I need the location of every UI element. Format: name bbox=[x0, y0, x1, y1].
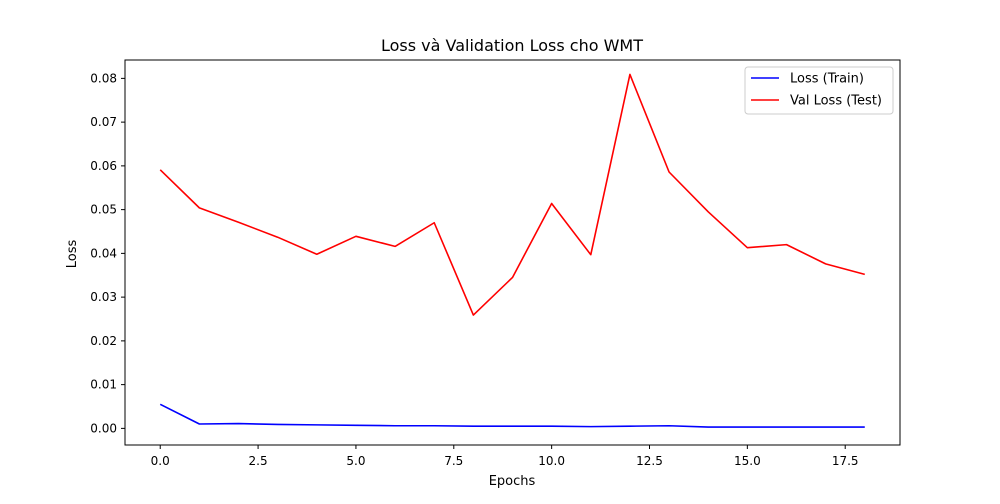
y-tick-label: 0.07 bbox=[90, 115, 117, 129]
chart-title: Loss và Validation Loss cho WMT bbox=[381, 36, 643, 55]
x-axis-label: Epochs bbox=[489, 474, 536, 489]
x-tick-label: 5.0 bbox=[346, 454, 365, 468]
axes-frame bbox=[124, 59, 901, 446]
series-line-train-loss bbox=[159, 403, 865, 428]
legend-label: Val Loss (Test) bbox=[790, 94, 882, 109]
y-tick-label: 0.02 bbox=[90, 334, 117, 348]
x-tick-label: 12.5 bbox=[636, 454, 663, 468]
x-tick-label: 7.5 bbox=[444, 454, 463, 468]
x-tick-label: 17.5 bbox=[832, 454, 859, 468]
y-tick-label: 0.03 bbox=[90, 290, 117, 304]
x-tick-label: 0.0 bbox=[151, 454, 170, 468]
legend: Loss (Train) Val Loss (Test) bbox=[744, 66, 894, 115]
x-tick-label: 10.0 bbox=[538, 454, 565, 468]
plot-area: 0.0 2.5 5.0 7.5 10.0 12.5 15.0 17.5 0.00 0.01 0.02… bbox=[90, 59, 901, 468]
y-tick-label: 0.05 bbox=[90, 203, 117, 217]
x-tick-label: 2.5 bbox=[249, 454, 268, 468]
y-tick-label: 0.06 bbox=[90, 159, 117, 173]
y-tick-label: 0.04 bbox=[90, 246, 117, 260]
x-tick-label: 15.0 bbox=[734, 454, 761, 468]
legend-box bbox=[744, 66, 894, 115]
y-axis-label: Loss bbox=[65, 240, 80, 269]
y-tick-label: 0.08 bbox=[90, 71, 117, 85]
legend-label: Loss (Train) bbox=[790, 72, 864, 87]
y-tick-label: 0.01 bbox=[90, 378, 117, 392]
series-line-val-loss bbox=[159, 73, 865, 316]
y-tick-label: 0.00 bbox=[90, 421, 117, 435]
